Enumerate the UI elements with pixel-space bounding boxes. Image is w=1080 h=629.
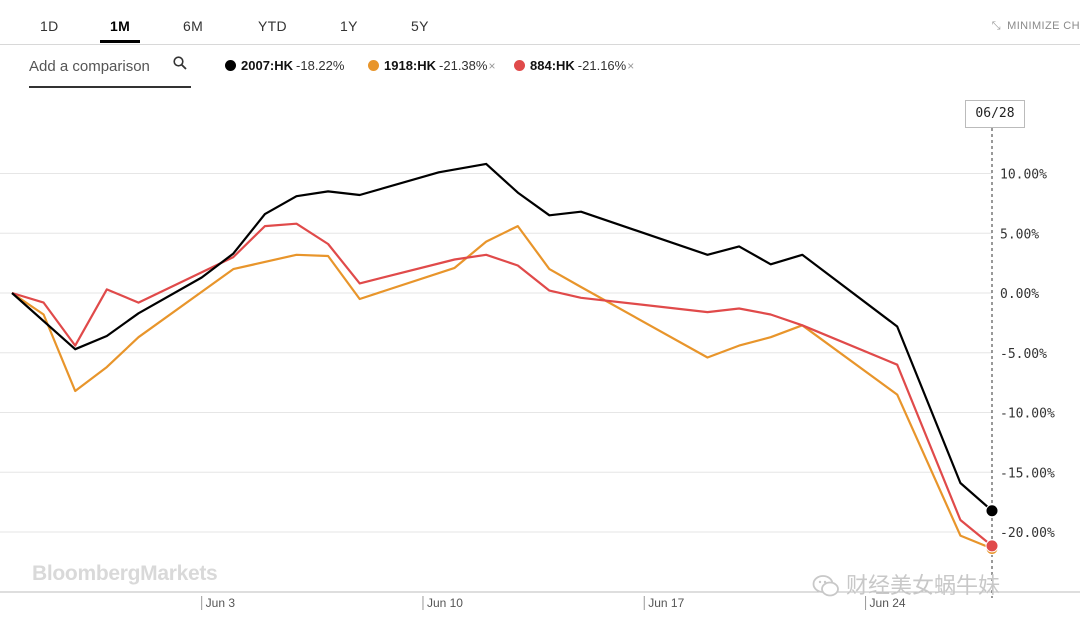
tab-5y[interactable]: 5Y [411,18,429,34]
wechat-watermark: 财经美女蜗牛妹 [812,568,1000,600]
wechat-icon [812,575,839,597]
remove-comparison-icon[interactable]: × [627,59,635,73]
x-tick-label: Jun 24 [870,596,906,610]
y-tick-label: 5.00% [1000,227,1039,242]
remove-comparison-icon[interactable]: × [488,59,496,73]
comparison-placeholder: Add a comparison [29,58,150,75]
end-marker-2007hk [985,504,999,518]
series-line-1918hk [11,225,993,550]
tab-ytd[interactable]: YTD [258,18,287,34]
legend-item-2007hk: 2007:HK -18.22% [225,58,344,73]
legend-dot-2007hk [225,60,236,71]
bloomberg-watermark: BloombergMarkets [32,562,218,585]
legend-ticker: 884:HK [530,58,575,73]
legend-change: -21.16% [577,58,627,73]
search-icon [173,56,187,70]
minimize-label: MINIMIZE CH [1007,20,1080,32]
series-line-884hk [11,222,993,547]
legend-item-884hk: 884:HK -21.16%× [514,58,634,73]
y-tick-label: -10.00% [1000,407,1055,422]
legend-ticker: 1918:HK [384,58,437,73]
legend-change: -21.38% [439,58,488,73]
tab-6m[interactable]: 6M [183,18,204,34]
legend-dot-884hk [514,60,525,71]
x-tick-label: Jun 3 [206,596,236,610]
series-line-2007hk [11,162,993,512]
y-tick-label: 0.00% [1000,287,1039,302]
active-tab-underline [100,40,140,43]
x-tick-label: Jun 17 [648,596,684,610]
minimize-chart-button[interactable]: ⤡ MINIMIZE CH [992,20,1080,33]
end-marker-884hk [985,539,999,553]
y-tick-label: 10.00% [1000,168,1047,183]
tab-1y[interactable]: 1Y [340,18,358,34]
timeframe-tabs: 1D 1M 6M YTD 1Y 5Y ⤡ MINIMIZE CH [0,0,1080,45]
legend-item-1918hk: 1918:HK -21.38%× [368,58,495,73]
y-tick-label: -5.00% [1000,347,1047,362]
tab-1m[interactable]: 1M [110,18,131,34]
y-tick-label: -20.00% [1000,526,1055,541]
legend-change: -18.22% [296,58,345,73]
legend-dot-1918hk [368,60,379,71]
x-tick-label: Jun 10 [427,596,463,610]
y-tick-label: -15.00% [1000,466,1055,481]
comparison-search-input[interactable]: Add a comparison [29,52,191,88]
wechat-label: 财经美女蜗牛妹 [846,574,1001,599]
minimize-icon: ⤡ [991,20,1001,32]
tab-1d[interactable]: 1D [40,18,59,34]
crosshair-date-label: 06/28 [965,100,1025,128]
legend-ticker: 2007:HK [241,58,294,73]
